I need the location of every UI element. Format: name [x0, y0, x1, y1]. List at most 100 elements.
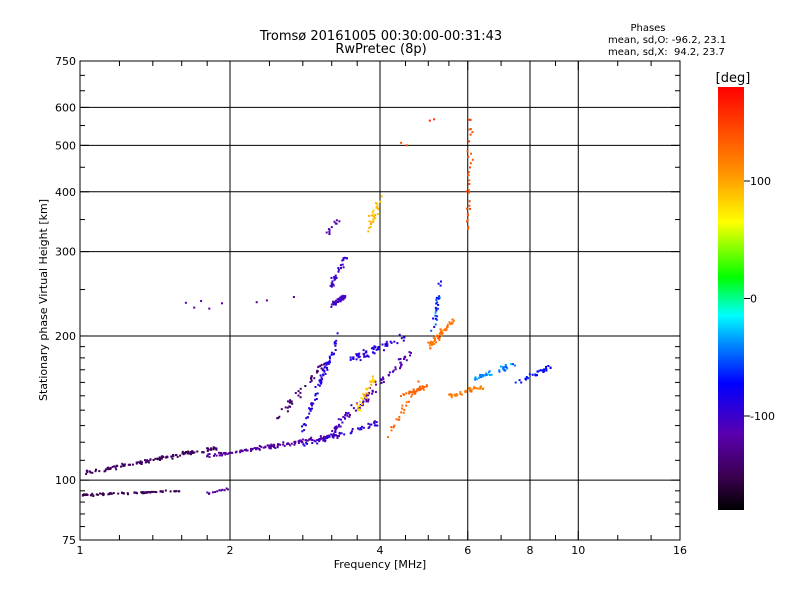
- data-point: [468, 140, 471, 143]
- data-point: [431, 343, 433, 346]
- data-point: [414, 390, 417, 393]
- data-point: [277, 443, 280, 446]
- data-point: [367, 230, 370, 233]
- data-point: [437, 282, 440, 285]
- data-point: [298, 439, 301, 442]
- data-point: [220, 452, 222, 454]
- data-point: [274, 447, 277, 449]
- data-point: [293, 443, 296, 446]
- data-point: [367, 398, 370, 401]
- data-point: [117, 492, 120, 495]
- data-point: [287, 442, 290, 445]
- data-point: [334, 427, 336, 429]
- data-point: [466, 213, 469, 216]
- data-point: [365, 392, 368, 395]
- data-point: [308, 438, 311, 441]
- data-point: [409, 354, 412, 357]
- data-point: [276, 445, 279, 448]
- data-point: [208, 453, 211, 456]
- data-point: [339, 425, 342, 428]
- data-point: [545, 365, 547, 368]
- data-point: [338, 431, 341, 434]
- data-point: [330, 285, 333, 288]
- data-point: [340, 299, 343, 302]
- data-point: [185, 451, 187, 453]
- data-point: [426, 384, 429, 387]
- data-point: [448, 393, 451, 396]
- data-point: [150, 490, 153, 493]
- data-point: [382, 378, 385, 381]
- data-point: [317, 383, 320, 386]
- data-point: [331, 283, 333, 286]
- data-point: [387, 373, 390, 376]
- data-point: [364, 397, 367, 400]
- data-point: [339, 300, 342, 303]
- data-point: [479, 386, 482, 388]
- data-point: [377, 348, 380, 351]
- data-point: [367, 422, 370, 425]
- data-point: [373, 421, 375, 424]
- data-point: [220, 489, 223, 492]
- data-point: [470, 152, 472, 155]
- data-point: [370, 423, 373, 426]
- data-point: [468, 191, 471, 194]
- data-point: [434, 317, 437, 320]
- x-axis-label: Frequency [MHz]: [334, 558, 426, 571]
- data-point: [344, 414, 347, 416]
- data-point: [392, 426, 395, 429]
- data-point: [258, 447, 261, 450]
- data-point: [468, 204, 471, 207]
- data-point: [433, 343, 436, 345]
- data-point: [499, 365, 502, 368]
- data-point: [467, 227, 469, 230]
- data-point: [367, 355, 370, 358]
- data-point: [395, 418, 398, 421]
- data-point: [468, 179, 471, 182]
- data-point: [216, 490, 219, 493]
- data-point: [172, 454, 174, 456]
- data-point: [83, 493, 86, 496]
- data-point: [362, 398, 364, 400]
- data-point: [333, 276, 336, 278]
- axis-ticks: 1 2 4 6 8 10 16 75 100 200 300 400 500 600 750: [55, 55, 687, 557]
- data-point: [467, 155, 470, 158]
- data-point: [390, 341, 393, 344]
- data-point: [477, 376, 480, 379]
- data-point: [330, 351, 333, 354]
- data-point: [384, 344, 387, 347]
- data-point: [245, 448, 248, 451]
- data-point: [206, 450, 209, 452]
- data-point: [145, 491, 148, 494]
- data-point: [373, 215, 376, 218]
- data-point: [276, 446, 279, 449]
- data-point: [255, 448, 258, 451]
- data-point: [505, 366, 508, 369]
- data-point: [410, 395, 413, 398]
- data-point: [449, 322, 452, 325]
- data-point: [371, 214, 374, 217]
- data-point: [460, 393, 463, 396]
- data-point: [304, 385, 307, 387]
- data-point: [338, 220, 341, 223]
- data-point: [325, 363, 328, 366]
- data-point: [434, 323, 437, 326]
- data-point: [292, 296, 295, 298]
- data-point: [253, 447, 256, 449]
- data-point: [372, 381, 375, 384]
- data-point: [359, 427, 362, 430]
- data-point: [346, 412, 349, 415]
- data-point: [243, 449, 246, 451]
- data-point: [418, 389, 421, 391]
- data-point: [181, 450, 184, 453]
- data-point: [260, 445, 263, 448]
- data-point: [410, 391, 413, 394]
- data-point: [280, 408, 283, 411]
- data-point: [428, 119, 431, 122]
- data-point: [127, 463, 130, 466]
- data-point: [328, 355, 331, 358]
- data-point: [299, 396, 302, 399]
- data-point: [330, 433, 332, 436]
- data-point: [314, 398, 317, 401]
- data-point: [518, 379, 521, 382]
- data-point: [405, 359, 408, 362]
